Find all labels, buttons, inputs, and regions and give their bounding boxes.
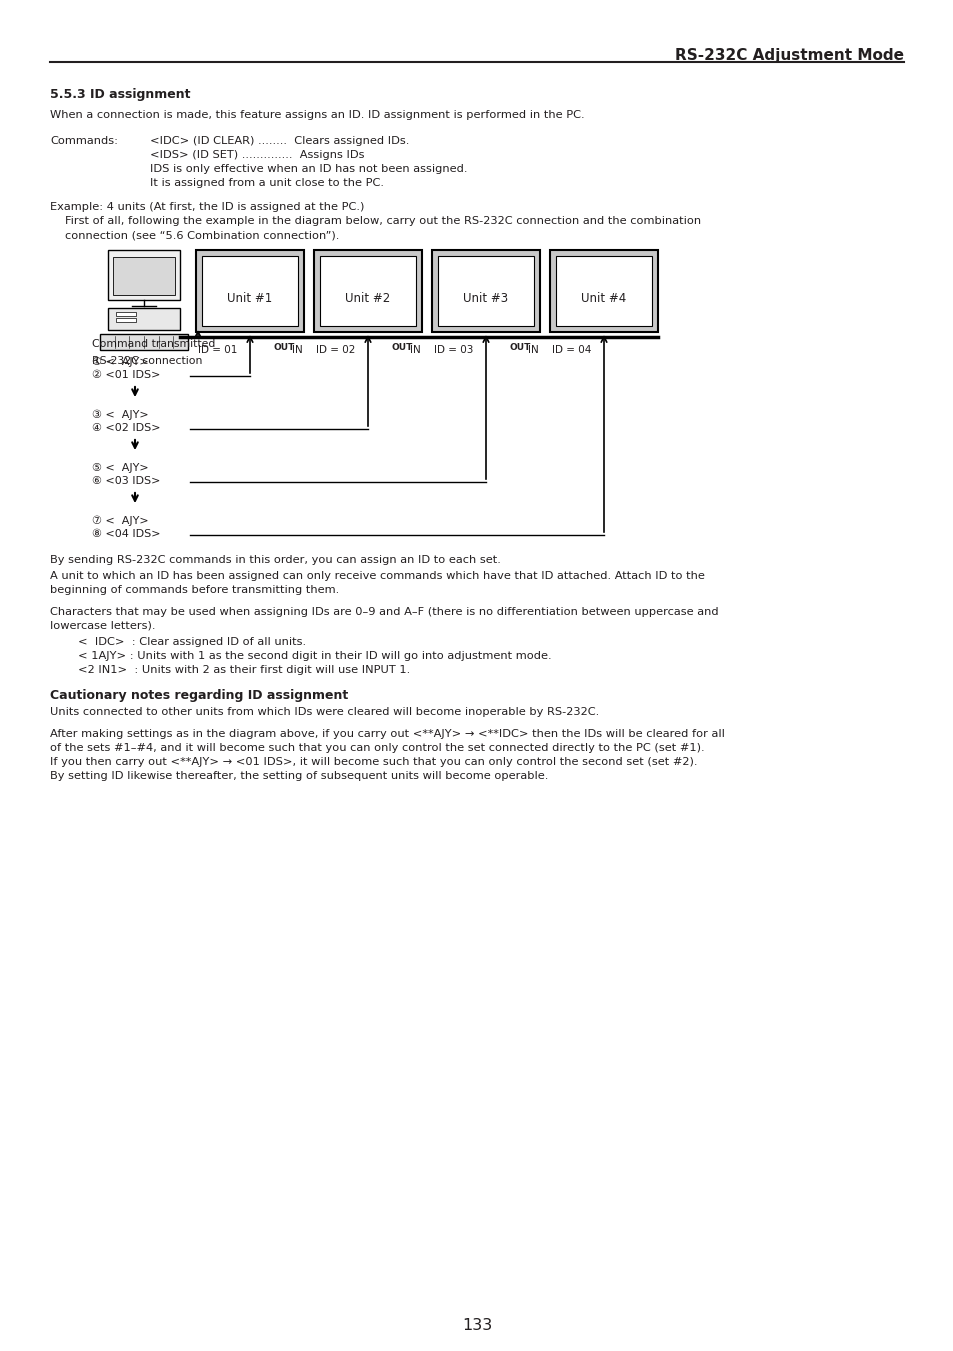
Text: OUT: OUT (274, 343, 295, 353)
Bar (116, 312, 136, 316)
Bar (112, 257, 174, 295)
Text: 5.5.3 ID assignment: 5.5.3 ID assignment (50, 88, 191, 101)
Bar (116, 317, 136, 322)
Text: ID = 03: ID = 03 (434, 345, 473, 355)
Text: Unit #3: Unit #3 (463, 292, 508, 305)
Text: ⑦ <  AJY>: ⑦ < AJY> (91, 516, 149, 527)
Bar (100, 334, 188, 350)
Text: ① <  AJY>: ① < AJY> (91, 357, 149, 367)
Text: Units connected to other units from which IDs were cleared will become inoperabl: Units connected to other units from whic… (50, 707, 598, 717)
Text: RS-232C Adjustment Mode: RS-232C Adjustment Mode (675, 49, 903, 63)
Text: ③ <  AJY>: ③ < AJY> (91, 409, 149, 420)
Bar (556, 255, 651, 326)
Text: Unit #1: Unit #1 (227, 292, 273, 305)
Bar (314, 250, 421, 332)
Text: First of all, following the example in the diagram below, carry out the RS-232C : First of all, following the example in t… (65, 216, 700, 226)
Text: OUT: OUT (392, 343, 413, 353)
Text: ⑤ <  AJY>: ⑤ < AJY> (91, 463, 149, 473)
Bar (202, 255, 297, 326)
Text: <2 IN1>  : Units with 2 as their first digit will use INPUT 1.: <2 IN1> : Units with 2 as their first di… (78, 665, 410, 676)
Text: IDS is only effective when an ID has not been assigned.: IDS is only effective when an ID has not… (150, 163, 467, 174)
Bar (108, 250, 180, 300)
Text: PC: PC (135, 267, 152, 281)
Text: ② <01 IDS>: ② <01 IDS> (91, 370, 160, 380)
Text: A unit to which an ID has been assigned can only receive commands which have tha: A unit to which an ID has been assigned … (50, 571, 704, 581)
Text: IN: IN (410, 345, 420, 355)
Text: connection (see “5.6 Combination connection”).: connection (see “5.6 Combination connect… (65, 230, 339, 240)
Text: < 1AJY> : Units with 1 as the second digit in their ID will go into adjustment m: < 1AJY> : Units with 1 as the second dig… (78, 651, 551, 661)
Text: It is assigned from a unit close to the PC.: It is assigned from a unit close to the … (150, 178, 384, 188)
Text: ⑥ <03 IDS>: ⑥ <03 IDS> (91, 476, 160, 486)
Text: ID = 04: ID = 04 (552, 345, 591, 355)
Text: After making settings as in the diagram above, if you carry out <**AJY> → <**IDC: After making settings as in the diagram … (50, 730, 724, 739)
Text: 133: 133 (461, 1319, 492, 1333)
Text: By sending RS-232C commands in this order, you can assign an ID to each set.: By sending RS-232C commands in this orde… (50, 555, 500, 565)
Text: <IDC> (ID CLEAR) ........  Clears assigned IDs.: <IDC> (ID CLEAR) ........ Clears assigne… (150, 136, 409, 146)
Text: ID = 02: ID = 02 (315, 345, 355, 355)
Text: Cautionary notes regarding ID assignment: Cautionary notes regarding ID assignment (50, 689, 348, 703)
Text: ⑧ <04 IDS>: ⑧ <04 IDS> (91, 530, 160, 539)
Text: <  IDC>  : Clear assigned ID of all units.: < IDC> : Clear assigned ID of all units. (78, 638, 306, 647)
Text: If you then carry out <**AJY> → <01 IDS>, it will become such that you can only : If you then carry out <**AJY> → <01 IDS>… (50, 757, 697, 767)
Text: OUT: OUT (510, 343, 531, 353)
Text: lowercase letters).: lowercase letters). (50, 621, 155, 631)
Bar (432, 250, 539, 332)
Text: Example: 4 units (At first, the ID is assigned at the PC.): Example: 4 units (At first, the ID is as… (50, 203, 364, 212)
Bar (437, 255, 534, 326)
Text: Characters that may be used when assigning IDs are 0–9 and A–F (there is no diff: Characters that may be used when assigni… (50, 607, 718, 617)
Text: IN: IN (292, 345, 302, 355)
Bar (108, 308, 180, 330)
Text: When a connection is made, this feature assigns an ID. ID assignment is performe: When a connection is made, this feature … (50, 109, 584, 120)
Text: ID = 01: ID = 01 (198, 345, 237, 355)
Bar (550, 250, 658, 332)
Text: By setting ID likewise thereafter, the setting of subsequent units will become o: By setting ID likewise thereafter, the s… (50, 771, 548, 781)
Bar (319, 255, 416, 326)
Text: Commands:: Commands: (50, 136, 118, 146)
Text: beginning of commands before transmitting them.: beginning of commands before transmittin… (50, 585, 339, 594)
Text: Unit #2: Unit #2 (345, 292, 390, 305)
Text: IN: IN (527, 345, 538, 355)
Text: Command transmitted: Command transmitted (91, 339, 215, 349)
Text: of the sets #1–#4, and it will become such that you can only control the set con: of the sets #1–#4, and it will become su… (50, 743, 704, 753)
Bar (195, 250, 304, 332)
Text: <IDS> (ID SET) ..............  Assigns IDs: <IDS> (ID SET) .............. Assigns ID… (150, 150, 364, 159)
Text: ④ <02 IDS>: ④ <02 IDS> (91, 423, 160, 434)
Text: RS-232C connection: RS-232C connection (91, 357, 202, 366)
Text: Unit #4: Unit #4 (580, 292, 626, 305)
